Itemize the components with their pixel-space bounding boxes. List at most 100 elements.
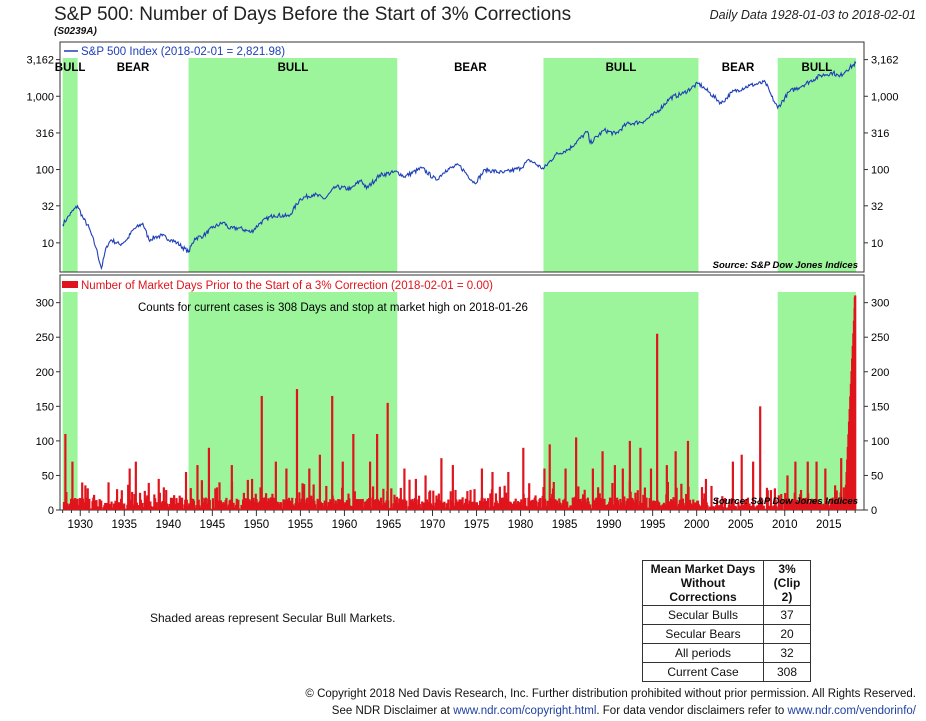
correction-bar (620, 502, 623, 510)
correction-bar (546, 500, 549, 510)
correction-bar (242, 492, 245, 510)
correction-bar (770, 507, 773, 510)
correction-bar (514, 498, 517, 510)
correction-bar (577, 486, 580, 510)
vendor-info-link[interactable]: www.ndr.com/vendorinfo/ (787, 705, 916, 717)
correction-bar (218, 482, 221, 510)
disclaimer-prefix: See NDR Disclaimer at (331, 705, 451, 717)
bull-shade (188, 292, 398, 510)
correction-bar (107, 482, 110, 510)
correction-bar (214, 488, 217, 510)
bull-shade (543, 58, 699, 272)
correction-bar (341, 461, 344, 510)
x-tick-label: 1975 (464, 519, 490, 531)
correction-bar (757, 503, 761, 510)
correction-bar (154, 498, 157, 510)
x-tick-label: 1940 (156, 519, 182, 531)
correction-bar (462, 504, 465, 510)
chart-title: S&P 500: Number of Days Before the Start… (54, 4, 572, 25)
correction-bar (654, 500, 657, 510)
chart-canvas: BULL BEAR BULL BEAR BULL BEAR BULL 10 10 32 32 100 1… (26, 41, 899, 531)
correction-bar (489, 493, 492, 510)
correction-bar (498, 486, 501, 510)
y-tick-label: 316 (871, 128, 889, 140)
correction-bar (674, 451, 677, 510)
correction-bar (184, 471, 188, 510)
correction-bar (280, 507, 284, 510)
correction-bar (312, 484, 315, 510)
correction-bar (665, 465, 668, 510)
correction-bar (274, 461, 277, 510)
correction-bar (168, 503, 171, 510)
correction-bar (190, 498, 193, 510)
x-tick-label: 1965 (376, 519, 402, 531)
correction-bar (777, 495, 780, 510)
correction-bar (601, 451, 604, 510)
correction-bar (805, 497, 808, 510)
correction-bar (718, 505, 721, 510)
correction-bar (617, 504, 620, 510)
correction-bar (424, 475, 427, 510)
correction-bar (802, 497, 805, 510)
y-tick-label: 3,162 (871, 55, 899, 67)
y-tick-label: 200 (871, 367, 889, 379)
bars-legend: Number of Market Days Prior to the Start… (81, 280, 493, 292)
correction-bar (680, 483, 683, 510)
correction-bar (567, 507, 570, 510)
correction-bar (334, 500, 337, 510)
correction-bar (826, 501, 830, 510)
correction-bar (379, 497, 383, 510)
correction-bar (403, 468, 406, 510)
correction-bar (134, 461, 137, 510)
correction-bar (486, 498, 490, 510)
correction-bar (105, 502, 108, 510)
correction-bar (382, 488, 385, 510)
correction-bar (528, 483, 531, 510)
correction-bar (531, 499, 534, 510)
correction-bar (76, 498, 79, 510)
correction-bar (237, 499, 240, 510)
correction-bar (544, 505, 547, 510)
correction-bar (271, 493, 274, 510)
x-tick-label: 1955 (288, 519, 314, 531)
correction-bar (636, 490, 639, 510)
correction-bar (306, 497, 309, 510)
correction-bar (432, 506, 436, 510)
correction-bar (703, 493, 706, 510)
correction-bar (81, 482, 84, 510)
regime-label: BULL (802, 62, 833, 74)
correction-bar (645, 497, 648, 510)
correction-bar (764, 508, 767, 510)
copyright-link[interactable]: www.ndr.com/copyright.html (453, 705, 597, 717)
correction-bar (246, 479, 249, 510)
correction-bar (147, 482, 150, 510)
y-tick-label: 300 (36, 298, 54, 310)
correction-bar (762, 505, 765, 510)
sp500-line (62, 60, 857, 271)
correction-bar (715, 498, 719, 510)
correction-bar (158, 492, 161, 510)
bull-shade (62, 58, 78, 272)
correction-bar (721, 496, 724, 510)
correction-bar (222, 503, 226, 510)
correction-bar (150, 505, 153, 510)
correction-bar (123, 503, 126, 510)
correction-bar (128, 468, 131, 510)
y-tick-label: 0 (48, 505, 54, 517)
correction-bar (445, 503, 448, 510)
correction-bar (704, 478, 708, 510)
correction-bar (748, 503, 751, 510)
x-tick-label: 1945 (200, 519, 226, 531)
correction-bar (466, 491, 469, 510)
x-tick-label: 2005 (728, 519, 754, 531)
correction-bar (323, 500, 326, 510)
y-tick-label: 250 (871, 332, 889, 344)
correction-bar (613, 465, 616, 510)
correction-bar (503, 485, 506, 510)
correction-bar (800, 501, 803, 510)
disclaimer-middle: . For data vendor disclaimers refer to (596, 705, 785, 717)
correction-bar (539, 497, 542, 510)
row-value: 308 (763, 662, 811, 682)
correction-bar (786, 475, 789, 510)
correction-bar (115, 489, 119, 510)
